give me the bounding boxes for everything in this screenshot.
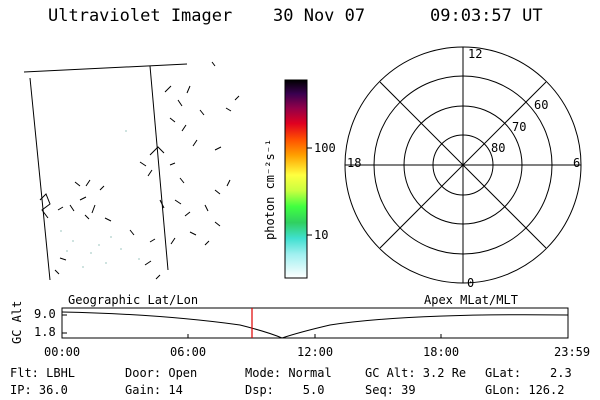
geo-frame-right [149,65,169,271]
time-tick-0000: 00:00 [44,345,81,359]
geo-frame-top [23,63,188,73]
colorbar-tick-10: 10 [314,228,329,242]
emission-dots [60,130,140,268]
apex-panel-title: Apex MLat/MLT [424,293,518,307]
time-label: 09:03:57 UT [430,6,543,26]
colorbar-tick-100: 100 [314,141,336,155]
geo-panel-title: Geographic Lat/Lon [68,293,199,307]
polar-diag-2 [379,81,547,249]
mlt-label-0: 0 [467,276,475,290]
altitude-curve [61,311,569,339]
mlt-label-6: 6 [573,156,581,170]
lat-label-80: 80 [491,141,506,155]
polar-plot [344,46,582,284]
altitude-xticks [187,334,442,338]
geo-image-frame [23,63,188,281]
info-glon: GLon: 126.2 [485,383,565,397]
colorbar-unit-label: photon cm⁻²s⁻¹ [263,138,277,240]
info-glat: GLat: 2.3 [485,366,572,380]
lat-label-70: 70 [512,120,527,134]
geo-frame-left [29,77,51,281]
mlt-label-18: 18 [347,156,362,170]
info-door: Door: Open [125,366,198,380]
info-seq: Seq: 39 [365,383,416,397]
date-label: 30 Nov 07 [273,6,366,26]
instrument-title: Ultraviolet Imager [48,6,233,26]
info-filter: Flt: LBHL [10,366,76,380]
coastline-overlay [39,61,240,280]
time-tick-2359: 23:59 [554,345,591,359]
mlt-label-12: 12 [468,47,483,61]
info-mode: Mode: Normal [245,366,332,380]
lat-label-60: 60 [534,98,549,112]
altitude-ytick-1-8: 1.8 [34,325,56,339]
info-gc-alt: GC Alt: 3.2 Re [365,366,467,380]
info-gain: Gain: 14 [125,383,183,397]
altitude-yticks [62,314,67,334]
colorbar-ticks [307,147,312,236]
time-tick-0600: 06:00 [170,345,207,359]
colorbar [284,79,308,279]
time-tick-1200: 12:00 [297,345,334,359]
info-dsp: Dsp: 5.0 [245,383,325,397]
altitude-ylabel: GC Alt [10,300,24,344]
info-ip: IP: 36.0 [10,383,68,397]
altitude-frame [61,307,569,339]
altitude-ytick-9: 9.0 [34,307,56,321]
time-tick-1800: 18:00 [423,345,460,359]
